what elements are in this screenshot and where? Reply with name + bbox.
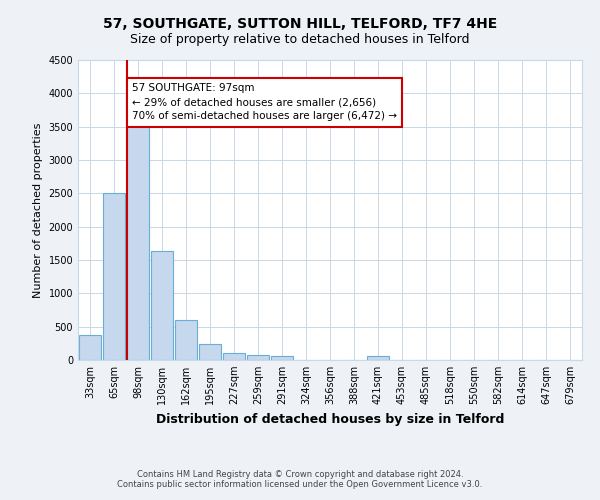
X-axis label: Distribution of detached houses by size in Telford: Distribution of detached houses by size …: [156, 412, 504, 426]
Bar: [79, 334, 101, 360]
Bar: [151, 250, 173, 360]
Bar: [103, 194, 125, 360]
Text: Contains HM Land Registry data © Crown copyright and database right 2024.
Contai: Contains HM Land Registry data © Crown c…: [118, 470, 482, 489]
Text: Size of property relative to detached houses in Telford: Size of property relative to detached ho…: [130, 32, 470, 46]
Bar: [175, 320, 197, 360]
Bar: [271, 356, 293, 360]
Bar: [199, 344, 221, 360]
Text: 57 SOUTHGATE: 97sqm
← 29% of detached houses are smaller (2,656)
70% of semi-det: 57 SOUTHGATE: 97sqm ← 29% of detached ho…: [132, 84, 397, 122]
Bar: [223, 352, 245, 360]
Bar: [127, 110, 149, 360]
Text: 57, SOUTHGATE, SUTTON HILL, TELFORD, TF7 4HE: 57, SOUTHGATE, SUTTON HILL, TELFORD, TF7…: [103, 18, 497, 32]
Y-axis label: Number of detached properties: Number of detached properties: [33, 122, 43, 298]
Bar: [247, 356, 269, 360]
Bar: [367, 356, 389, 360]
